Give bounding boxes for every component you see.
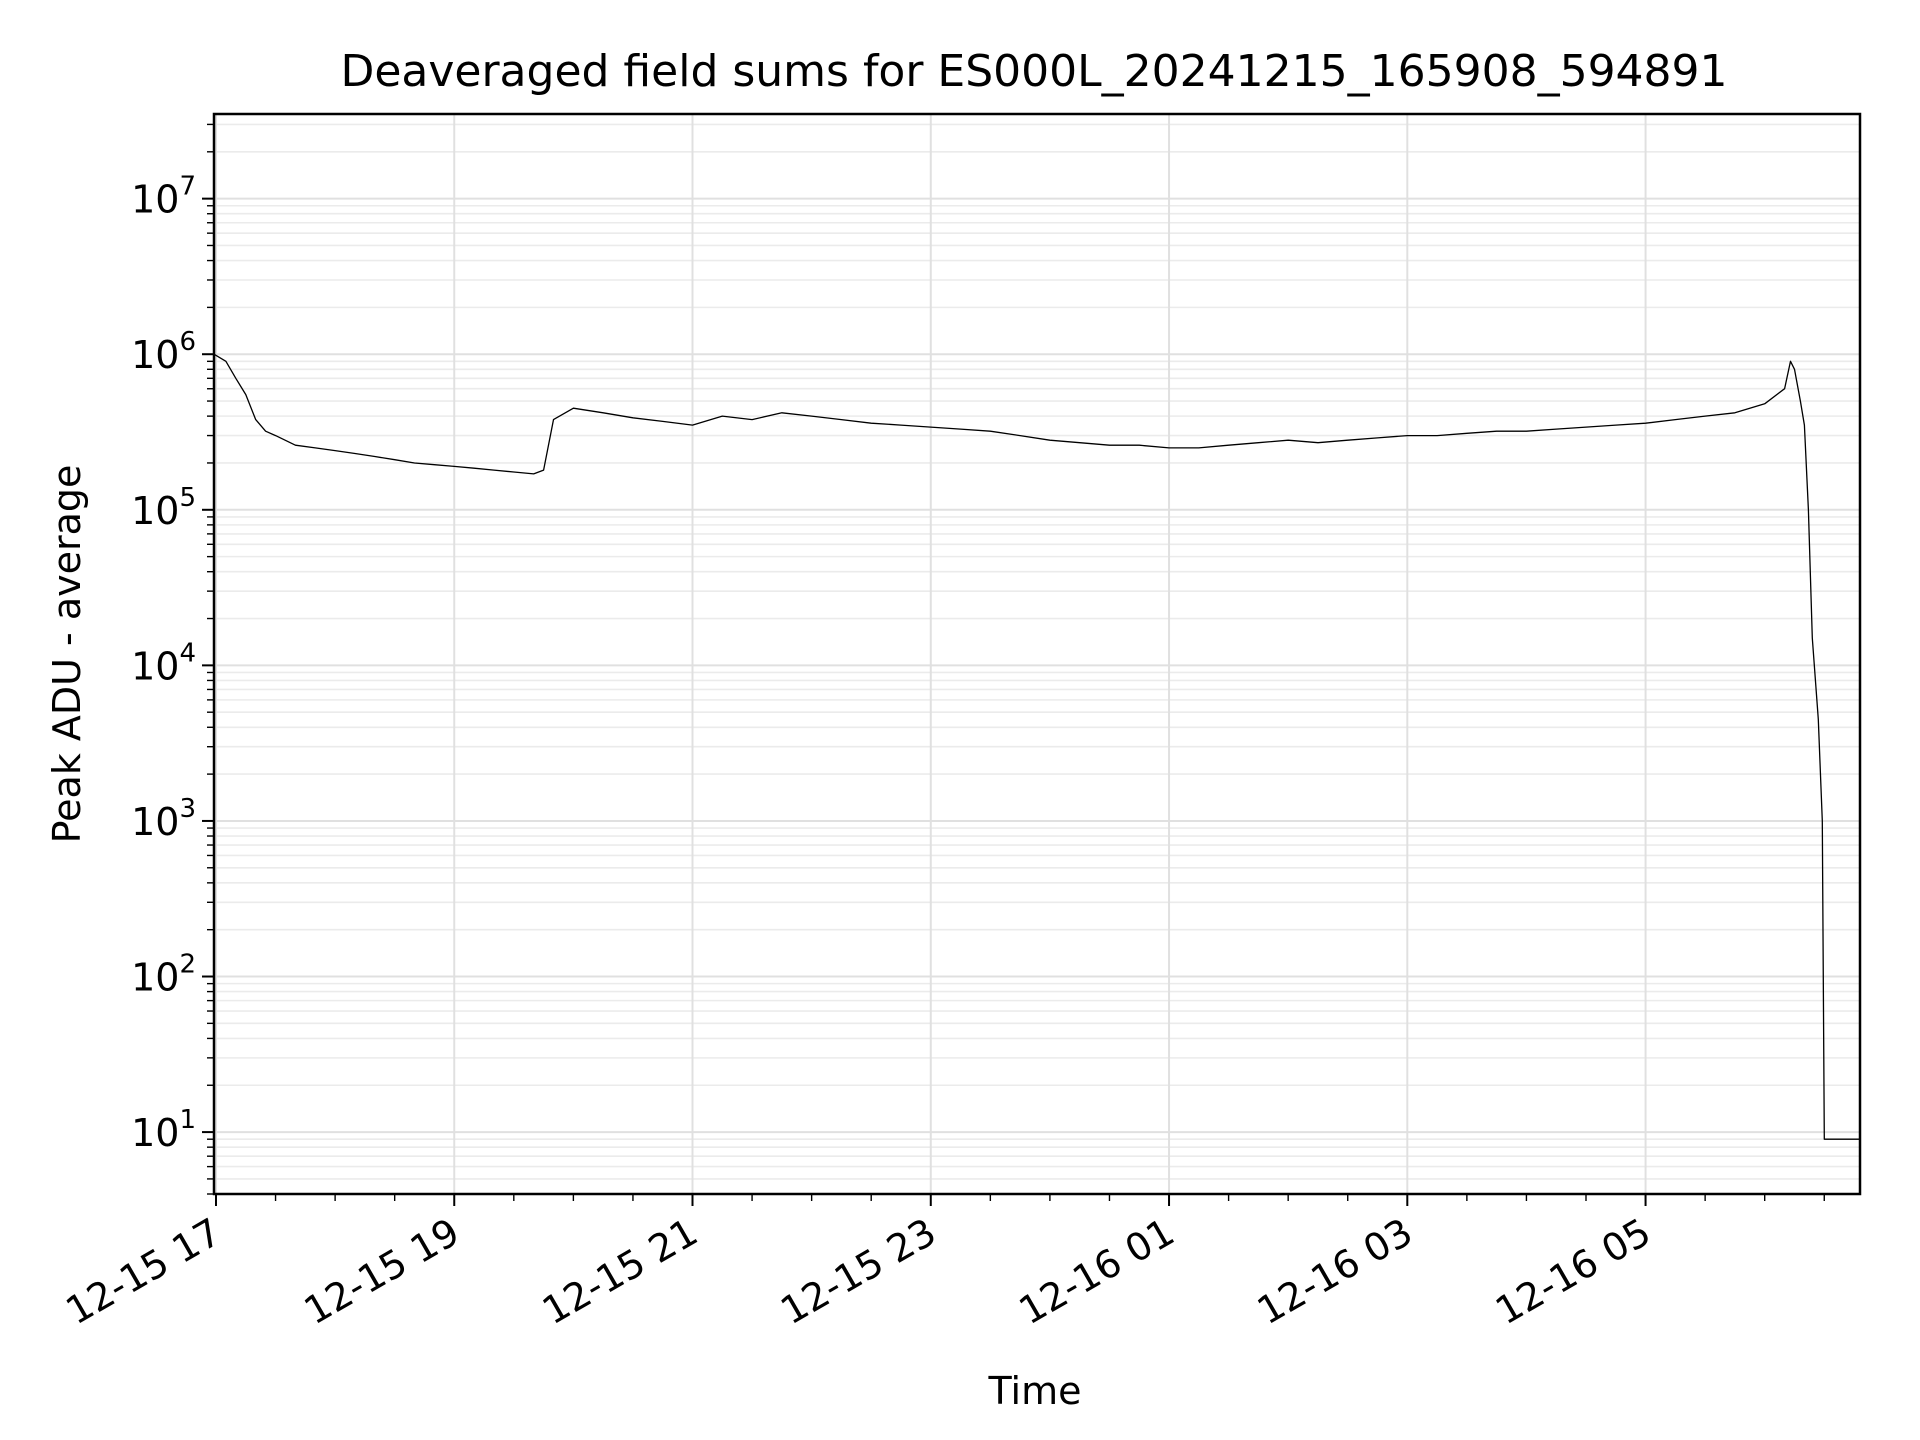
plot-area bbox=[213, 353, 1860, 1140]
major-grid bbox=[214, 114, 1860, 1194]
plot-frame bbox=[212, 112, 1862, 1196]
y-tick-label: 104 bbox=[131, 638, 196, 688]
chart-title: Deaveraged field sums for ES000L_2024121… bbox=[340, 46, 1727, 97]
y-tick-label: 106 bbox=[131, 327, 196, 377]
series-line bbox=[213, 353, 1860, 1140]
y-axis: 101 102 103 104 105 106 107 bbox=[131, 123, 214, 1195]
y-tick-label: 105 bbox=[131, 483, 196, 533]
y-tick-label: 101 bbox=[131, 1105, 196, 1155]
minor-grid bbox=[214, 123, 1860, 1195]
y-axis-label: Peak ADU - average bbox=[45, 465, 89, 844]
x-axis-label: Time bbox=[988, 1369, 1082, 1413]
y-tick-label: 103 bbox=[131, 794, 196, 844]
y-tick-label: 102 bbox=[131, 950, 196, 1000]
y-tick-label: 107 bbox=[131, 172, 196, 222]
